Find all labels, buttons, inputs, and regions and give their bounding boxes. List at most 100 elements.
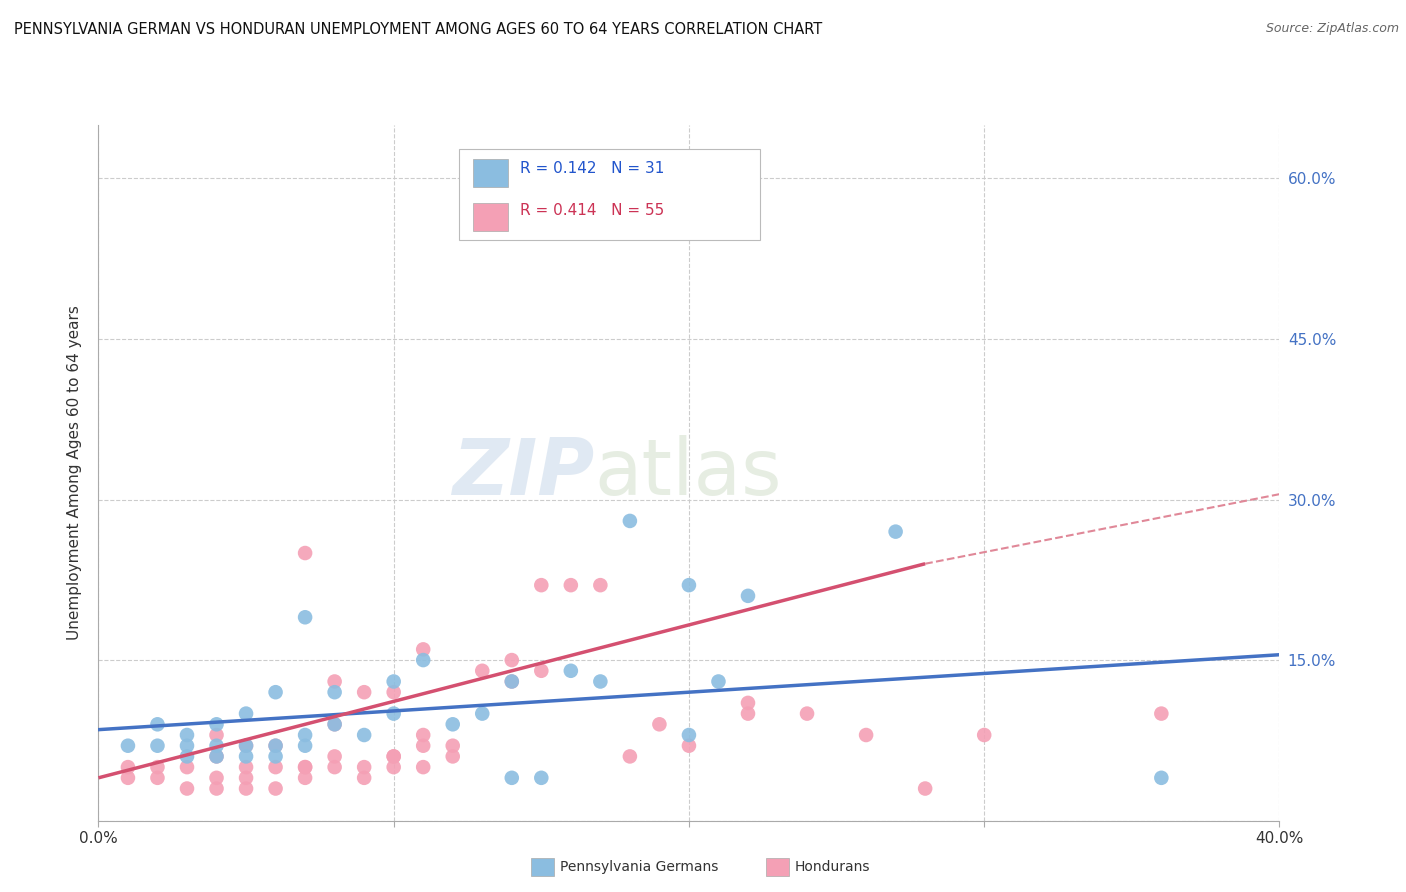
Point — [471, 664, 494, 678]
Point — [323, 685, 346, 699]
Point — [205, 749, 228, 764]
Point — [973, 728, 995, 742]
Bar — [472, 160, 508, 187]
Point — [205, 781, 228, 796]
Point — [441, 739, 464, 753]
Point — [412, 728, 434, 742]
Text: ZIP: ZIP — [453, 434, 595, 511]
Point — [353, 685, 375, 699]
Point — [176, 739, 198, 753]
Point — [353, 760, 375, 774]
Y-axis label: Unemployment Among Ages 60 to 64 years: Unemployment Among Ages 60 to 64 years — [67, 305, 83, 640]
Point — [412, 760, 434, 774]
Point — [294, 771, 316, 785]
Point — [1150, 771, 1173, 785]
Text: Pennsylvania Germans: Pennsylvania Germans — [560, 860, 718, 874]
Point — [441, 717, 464, 731]
Point — [264, 781, 287, 796]
Text: Source: ZipAtlas.com: Source: ZipAtlas.com — [1265, 22, 1399, 36]
Point — [648, 717, 671, 731]
Point — [264, 739, 287, 753]
Point — [589, 578, 612, 592]
Point — [117, 739, 139, 753]
Point — [707, 674, 730, 689]
Point — [412, 739, 434, 753]
Point — [205, 739, 228, 753]
Point — [501, 771, 523, 785]
Point — [501, 674, 523, 689]
Point — [619, 514, 641, 528]
Point — [264, 685, 287, 699]
Point — [353, 728, 375, 742]
Point — [294, 546, 316, 560]
Point — [294, 739, 316, 753]
Point — [441, 749, 464, 764]
Point — [176, 760, 198, 774]
Point — [294, 760, 316, 774]
Point — [382, 760, 405, 774]
Point — [264, 739, 287, 753]
Point — [323, 749, 346, 764]
Point — [235, 706, 257, 721]
Point — [117, 771, 139, 785]
Point — [176, 749, 198, 764]
Point — [884, 524, 907, 539]
Point — [737, 589, 759, 603]
Point — [323, 717, 346, 731]
Point — [294, 760, 316, 774]
Text: Hondurans: Hondurans — [794, 860, 870, 874]
Point — [589, 674, 612, 689]
Point — [294, 728, 316, 742]
Point — [235, 781, 257, 796]
Text: PENNSYLVANIA GERMAN VS HONDURAN UNEMPLOYMENT AMONG AGES 60 TO 64 YEARS CORRELATI: PENNSYLVANIA GERMAN VS HONDURAN UNEMPLOY… — [14, 22, 823, 37]
Text: R = 0.142   N = 31: R = 0.142 N = 31 — [520, 161, 665, 177]
Point — [205, 771, 228, 785]
Text: atlas: atlas — [595, 434, 782, 511]
Point — [146, 771, 169, 785]
Point — [353, 771, 375, 785]
Point — [855, 728, 877, 742]
Point — [412, 653, 434, 667]
Point — [235, 760, 257, 774]
Point — [914, 781, 936, 796]
Point — [560, 578, 582, 592]
Point — [560, 664, 582, 678]
Point — [235, 771, 257, 785]
Point — [678, 578, 700, 592]
Point — [176, 728, 198, 742]
Point — [382, 674, 405, 689]
Point — [205, 728, 228, 742]
Point — [737, 696, 759, 710]
Point — [323, 717, 346, 731]
Text: R = 0.414   N = 55: R = 0.414 N = 55 — [520, 203, 664, 219]
Point — [235, 739, 257, 753]
Point — [117, 760, 139, 774]
Point — [501, 674, 523, 689]
Point — [530, 578, 553, 592]
Point — [323, 760, 346, 774]
Point — [530, 664, 553, 678]
Point — [235, 739, 257, 753]
Point — [264, 760, 287, 774]
Point — [205, 749, 228, 764]
Point — [205, 717, 228, 731]
Point — [678, 739, 700, 753]
Point — [323, 674, 346, 689]
Point — [796, 706, 818, 721]
Point — [146, 717, 169, 731]
FancyBboxPatch shape — [458, 149, 759, 240]
Point — [471, 706, 494, 721]
Point — [176, 781, 198, 796]
Point — [619, 749, 641, 764]
Point — [294, 610, 316, 624]
Point — [678, 728, 700, 742]
Point — [146, 739, 169, 753]
Point — [382, 749, 405, 764]
Point — [530, 771, 553, 785]
Point — [382, 685, 405, 699]
Point — [412, 642, 434, 657]
Point — [382, 749, 405, 764]
Point — [146, 760, 169, 774]
Point — [1150, 706, 1173, 721]
Point — [382, 706, 405, 721]
